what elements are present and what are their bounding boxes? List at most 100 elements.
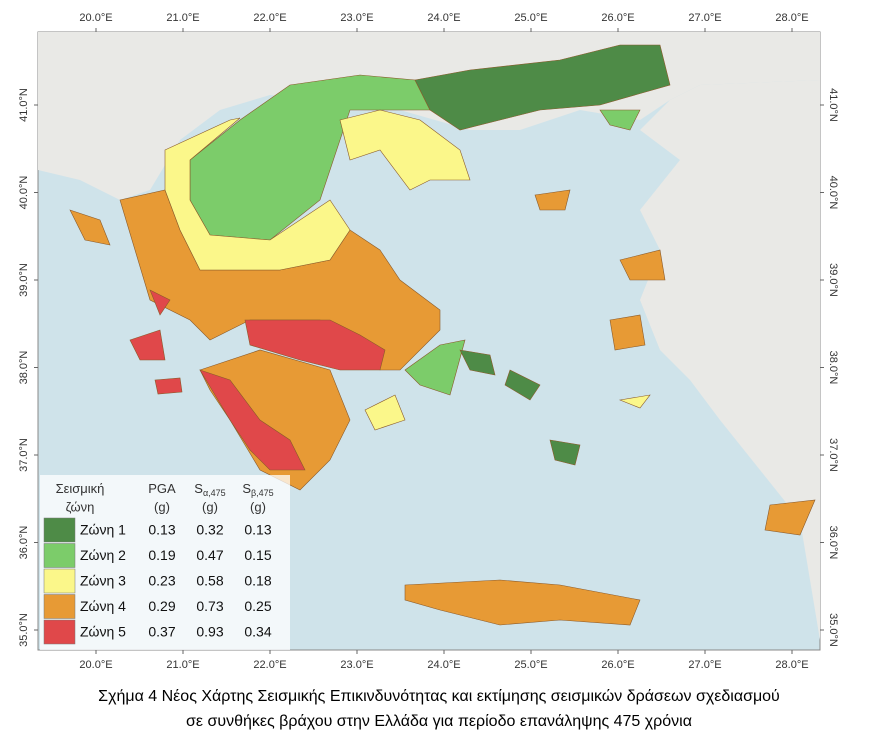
lon-label: 24.0°E (427, 12, 460, 24)
legend-header: Sα,475 (194, 481, 225, 498)
lon-label: 27.0°E (688, 659, 721, 671)
zone-4 (199, 349, 351, 491)
lat-label: 36.0°N (827, 526, 839, 560)
legend: ΣεισμικήζώνηPGA(g)Sα,475(g)Sβ,475(g)Ζώνη… (43, 481, 274, 645)
land (640, 80, 820, 640)
map: ΣεισμικήζώνηPGA(g)Sα,475(g)Sβ,475(g)Ζώνη… (18, 12, 839, 671)
lat-label: 35.0°N (827, 613, 839, 647)
legend-cell: 0.15 (244, 547, 271, 563)
header-text: S (194, 481, 203, 496)
lon-label: 20.0°E (79, 659, 112, 671)
legend-cell: 0.13 (148, 522, 175, 538)
header-text: Σεισμική (56, 481, 105, 496)
zone-4 (619, 249, 666, 281)
lat-label: 40.0°N (18, 176, 30, 210)
zones (69, 44, 816, 626)
lat-label: 40.0°N (827, 176, 839, 210)
zone-5 (199, 369, 306, 471)
legend-swatch (43, 517, 76, 543)
zone-4 (534, 189, 571, 211)
legend-cell: 0.23 (148, 573, 175, 589)
lon-label: 21.0°E (166, 12, 199, 24)
zone-5 (244, 319, 386, 371)
zone-4 (764, 499, 816, 536)
zone-1 (459, 349, 496, 376)
legend-header: (g) (202, 499, 218, 514)
lat-label: 35.0°N (18, 613, 30, 647)
legend-cell: Ζώνη 5 (80, 624, 126, 640)
header-text: PGA (148, 481, 176, 496)
lat-label: 38.0°N (827, 351, 839, 385)
lon-label: 28.0°E (775, 659, 808, 671)
zone-4 (69, 209, 111, 246)
legend-cell: 0.34 (244, 624, 271, 640)
zone-2 (404, 339, 466, 396)
lon-label: 24.0°E (427, 659, 460, 671)
zone-4 (404, 579, 641, 626)
legend-header: (g) (250, 499, 266, 514)
legend-cell: 0.47 (196, 547, 223, 563)
lat-label: 41.0°N (18, 88, 30, 122)
legend-swatch (43, 619, 76, 645)
zone-1 (414, 44, 671, 131)
lat-label: 36.0°N (18, 526, 30, 560)
caption: Σχήμα 4 Νέος Χάρτης Σεισμικής Επικινδυνό… (98, 688, 780, 705)
ticks: 20.0°E 20.0°E 21.0°E 21.0°E 22.0°E 22.0°E 23.0… (18, 12, 839, 671)
lon-label: 22.0°E (253, 12, 286, 24)
legend-cell: 0.58 (196, 573, 223, 589)
lon-label: 20.0°E (79, 12, 112, 24)
lat-label: 39.0°N (827, 263, 839, 297)
zone-5 (154, 377, 183, 395)
legend-swatch (43, 594, 76, 619)
zone-5 (149, 289, 171, 316)
legend-cell: Ζώνη 2 (80, 547, 126, 563)
zone-3 (164, 117, 351, 271)
legend-cell: Ζώνη 1 (80, 522, 126, 538)
legend-cell: Ζώνη 4 (80, 598, 126, 614)
header-sub: α,475 (203, 488, 226, 498)
legend-box (40, 475, 290, 650)
lon-label: 25.0°E (514, 659, 547, 671)
header-sub: β,475 (251, 488, 274, 498)
legend-cell: 0.37 (148, 624, 175, 640)
zone-4 (609, 314, 646, 351)
lon-label: 25.0°E (514, 12, 547, 24)
lon-label: 26.0°E (601, 12, 634, 24)
zone-1 (504, 369, 541, 401)
lon-label: 22.0°E (253, 659, 286, 671)
lat-label: 41.0°N (827, 88, 839, 122)
caption: σε συνθήκες βράχου στην Ελλάδα για περίο… (186, 713, 692, 730)
zone-3 (339, 109, 471, 191)
lon-label: 23.0°E (340, 12, 373, 24)
lon-label: 23.0°E (340, 659, 373, 671)
lat-label: 37.0°N (18, 438, 30, 472)
lat-label: 39.0°N (18, 263, 30, 297)
legend-cell: 0.93 (196, 624, 223, 640)
legend-header: PGA (148, 481, 176, 496)
lon-label: 21.0°E (166, 659, 199, 671)
legend-header: Sβ,475 (242, 481, 273, 498)
zone-5 (129, 329, 166, 361)
legend-cell: Ζώνη 3 (80, 573, 126, 589)
legend-cell: 0.13 (244, 522, 271, 538)
lon-label: 26.0°E (601, 659, 634, 671)
lon-label: 28.0°E (775, 12, 808, 24)
legend-cell: 0.29 (148, 598, 175, 614)
header-text: S (242, 481, 251, 496)
zone-3 (364, 394, 406, 431)
legend-cell: 0.19 (148, 547, 175, 563)
legend-cell: 0.32 (196, 522, 223, 538)
legend-header: Σεισμική (56, 481, 105, 496)
legend-cell: 0.18 (244, 573, 271, 589)
legend-header: ζώνη (66, 499, 95, 514)
legend-cell: 0.25 (244, 598, 271, 614)
zone-3 (618, 394, 651, 409)
lat-label: 38.0°N (18, 351, 30, 385)
lon-label: 27.0°E (688, 12, 721, 24)
legend-header: (g) (154, 499, 170, 514)
legend-swatch (43, 543, 76, 568)
lat-label: 37.0°N (827, 438, 839, 472)
legend-cell: 0.73 (196, 598, 223, 614)
zone-2 (599, 109, 641, 131)
